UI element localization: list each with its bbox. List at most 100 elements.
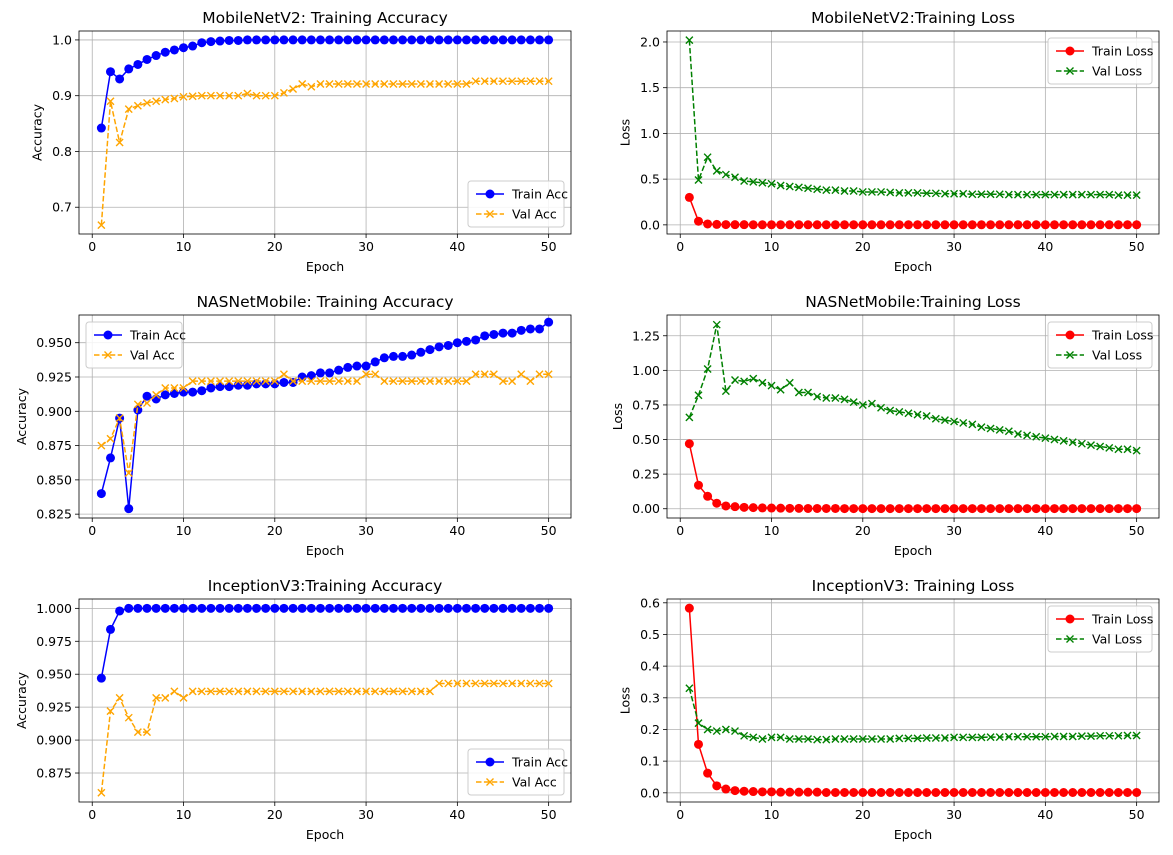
data-point xyxy=(1031,787,1041,797)
data-point xyxy=(1077,504,1087,514)
data-point xyxy=(517,77,526,86)
data-point xyxy=(489,77,498,86)
data-point xyxy=(931,189,940,198)
data-point xyxy=(894,504,904,514)
data-point xyxy=(1086,504,1096,514)
data-point xyxy=(169,603,179,613)
data-point xyxy=(703,364,712,373)
data-point xyxy=(480,679,489,688)
data-point xyxy=(152,693,161,702)
data-point xyxy=(958,504,968,514)
data-point xyxy=(425,79,434,88)
data-point xyxy=(903,787,913,797)
x-tick-label: 20 xyxy=(855,807,871,822)
data-point xyxy=(179,603,189,613)
data-point xyxy=(1023,431,1032,440)
data-point xyxy=(252,603,262,613)
chart-title: InceptionV3:Training Accuracy xyxy=(208,577,443,595)
data-point xyxy=(334,365,344,375)
train-acc-markers xyxy=(96,603,554,683)
data-point xyxy=(694,391,703,400)
data-point xyxy=(849,504,859,514)
data-point xyxy=(462,79,471,88)
data-point xyxy=(712,166,721,175)
data-point xyxy=(480,35,490,45)
data-point xyxy=(279,35,289,45)
data-point xyxy=(115,414,124,423)
data-point xyxy=(188,92,197,101)
data-point xyxy=(867,187,876,196)
data-point xyxy=(804,388,813,397)
data-point xyxy=(785,734,794,743)
data-point xyxy=(370,357,380,367)
data-point xyxy=(986,220,996,230)
data-point xyxy=(740,377,749,386)
data-point xyxy=(758,734,767,743)
data-point xyxy=(977,190,986,199)
data-point xyxy=(840,504,850,514)
x-tick-label: 50 xyxy=(541,807,557,822)
legend-label: Train Acc xyxy=(129,328,186,343)
legend-swatch-marker xyxy=(104,351,112,359)
data-point xyxy=(544,77,553,86)
y-tick-label: 1.5 xyxy=(640,80,660,95)
axes-frame xyxy=(78,598,572,803)
y-tick-label: 2.0 xyxy=(640,34,660,49)
data-point xyxy=(758,178,767,187)
data-point xyxy=(1041,190,1050,199)
data-point xyxy=(307,82,316,91)
data-point xyxy=(416,35,426,45)
data-point xyxy=(940,734,949,743)
data-point xyxy=(959,189,968,198)
data-point xyxy=(950,733,959,742)
chart-title: MobileNetV2: Training Accuracy xyxy=(202,9,448,27)
data-point xyxy=(152,97,161,106)
data-point xyxy=(289,687,298,696)
y-axis-label: Accuracy xyxy=(14,671,29,729)
data-point xyxy=(197,91,206,100)
data-point xyxy=(776,503,786,513)
data-point xyxy=(471,335,481,345)
data-point xyxy=(876,220,886,230)
data-point xyxy=(803,220,813,230)
data-point xyxy=(435,679,444,688)
data-point xyxy=(526,377,535,386)
y-tick-label: 0.0 xyxy=(640,785,660,800)
data-point xyxy=(1059,504,1069,514)
data-point xyxy=(904,734,913,743)
data-point xyxy=(334,79,343,88)
data-point xyxy=(748,503,758,513)
legend-label: Val Loss xyxy=(1092,64,1142,79)
y-tick-label: 0.875 xyxy=(36,766,72,781)
data-point xyxy=(416,79,425,88)
data-point xyxy=(106,97,115,106)
data-point xyxy=(452,35,462,45)
data-point xyxy=(1104,787,1114,797)
data-point xyxy=(767,733,776,742)
data-point xyxy=(721,170,730,179)
data-point xyxy=(471,679,480,688)
data-point xyxy=(142,603,152,613)
data-point xyxy=(1123,220,1133,230)
data-point xyxy=(913,410,922,419)
data-point xyxy=(261,603,271,613)
data-point xyxy=(462,377,471,386)
x-tick-label: 50 xyxy=(1129,239,1145,254)
data-point xyxy=(425,345,435,355)
data-point xyxy=(995,220,1005,230)
data-point xyxy=(489,679,498,688)
data-point xyxy=(968,733,977,742)
data-point xyxy=(995,190,1004,199)
x-tick-label: 0 xyxy=(88,239,96,254)
data-point xyxy=(379,35,389,45)
data-point xyxy=(1132,446,1141,455)
y-tick-label: 0.950 xyxy=(36,667,72,682)
data-point xyxy=(813,392,822,401)
data-point xyxy=(352,361,362,371)
data-point xyxy=(958,787,968,797)
data-point xyxy=(794,183,803,192)
y-tick-label: 0.9 xyxy=(52,88,72,103)
data-point xyxy=(1040,787,1050,797)
chart-title: MobileNetV2:Training Loss xyxy=(811,9,1015,27)
val-acc-markers xyxy=(97,77,553,230)
